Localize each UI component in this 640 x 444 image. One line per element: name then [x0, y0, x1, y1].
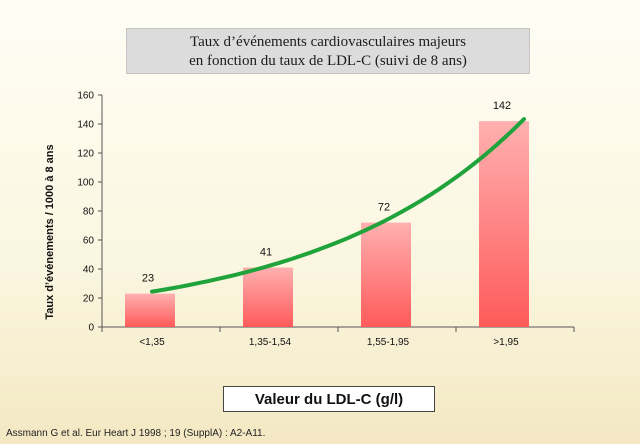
x-category-label: 1,35-1,54	[249, 337, 292, 348]
chart-title-line2: en fonction du taux de LDL-C (suivi de 8…	[189, 53, 467, 69]
y-tick-label: 100	[77, 178, 94, 189]
y-tick-label: 20	[83, 294, 95, 305]
y-tick-label: 40	[83, 265, 95, 276]
x-category-label: >1,95	[493, 337, 519, 348]
bar	[125, 293, 175, 327]
trend-curve	[150, 117, 526, 294]
x-axis-label: Valeur du LDL-C (g/l)	[223, 386, 435, 412]
bar-data-label: 72	[378, 202, 390, 214]
bar	[361, 222, 411, 327]
source-citation: Assmann G et al. Eur Heart J 1998 ; 19 (…	[6, 428, 266, 439]
y-tick-label: 80	[83, 207, 95, 218]
y-tick-label: 140	[77, 120, 94, 131]
bar-data-label: 41	[260, 247, 272, 259]
bar	[243, 267, 293, 327]
chart-title-box: Taux d’événements cardiovasculaires maje…	[126, 28, 530, 74]
y-tick-label: 160	[77, 91, 94, 102]
y-tick-label: 120	[77, 149, 94, 160]
y-tick-label: 60	[83, 236, 95, 247]
x-category-label: 1,55-1,95	[367, 337, 410, 348]
y-axis-label: Taux d’événements / 1000 à 8 ans	[44, 144, 56, 320]
y-tick-label: 0	[88, 323, 94, 334]
x-category-label: <1,35	[139, 337, 165, 348]
chart-title-line1: Taux d’événements cardiovasculaires maje…	[190, 34, 466, 50]
bar-data-label: 23	[142, 273, 154, 285]
bar-data-label: 142	[493, 100, 511, 112]
